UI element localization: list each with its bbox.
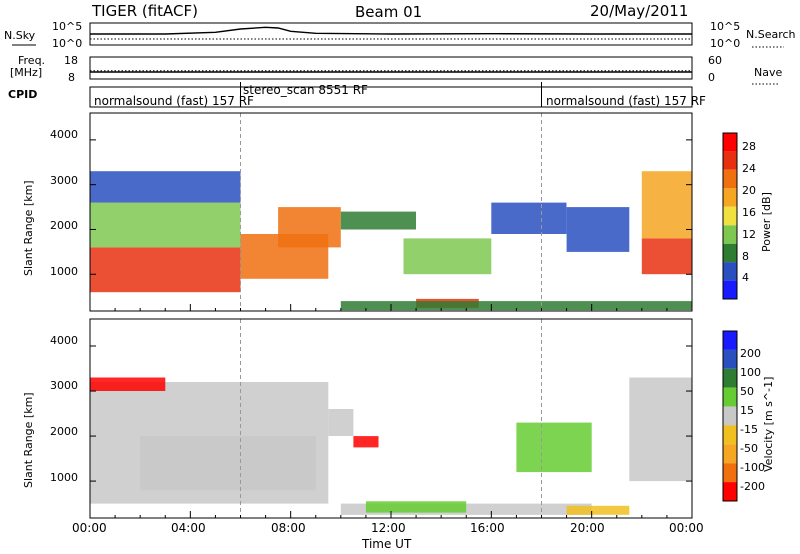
freq-panel-frame — [89, 56, 693, 80]
nsearch-tick-high: 10^5 — [710, 20, 741, 33]
velocity-echo-region-6 — [365, 501, 467, 513]
velocity-echo-region-8 — [629, 377, 692, 482]
vel-cb-tick-50: 50 — [740, 385, 754, 398]
velocity-echo-region-9 — [566, 505, 630, 515]
nave-tick-high: 60 — [708, 54, 722, 67]
power-colorbar-cell-4 — [723, 206, 737, 226]
velocity-ytick-1000: 1000 — [50, 471, 78, 484]
vel-cb-tick-m100: -100 — [740, 461, 765, 474]
nsky-tick-low: 10^0 — [52, 37, 83, 50]
power-ytick-3000: 3000 — [50, 174, 78, 187]
velocity-colorbar-cell-7 — [723, 463, 737, 483]
power-ytick-2000: 2000 — [50, 219, 78, 232]
power-cb-tick-28: 28 — [742, 140, 756, 153]
vel-cb-tick-m15: -15 — [740, 423, 758, 436]
velocity-ytick-2000: 2000 — [50, 425, 78, 438]
xlabel: Time UT — [362, 537, 412, 551]
nave-tick-low: 0 — [708, 71, 715, 84]
velocity-colorbar-cell-3 — [723, 387, 737, 407]
freq-unit: [MHz] — [10, 66, 43, 79]
nsky-label: N.Sky — [4, 29, 36, 42]
power-cb-title: Power [dB] — [760, 192, 773, 252]
velocity-echo-region-2 — [328, 409, 354, 436]
power-cb-tick-8: 8 — [742, 250, 749, 263]
velocity-ylabel: Slant Range [km] — [22, 392, 35, 488]
power-colorbar-cell-5 — [723, 188, 737, 207]
power-echo-region-4 — [278, 207, 341, 248]
velocity-echo-region-4 — [90, 377, 166, 391]
power-ylabel: Slant Range [km] — [22, 180, 35, 276]
series-line-n-sky — [90, 26, 692, 35]
xtick-0800: 08:00 — [271, 521, 306, 535]
velocity-ytick-4000: 4000 — [50, 334, 78, 347]
power-echo-region-10 — [566, 207, 630, 252]
velocity-colorbar-cell-4 — [723, 406, 737, 426]
cpid-segment-1: normalsound (fast) 157 RF — [94, 94, 254, 108]
nave-label: Nave — [754, 66, 783, 79]
power-cb-tick-12: 12 — [742, 228, 756, 241]
vel-cb-tick-m200: -200 — [740, 480, 765, 493]
velocity-colorbar-cell-6 — [723, 444, 737, 464]
power-colorbar-cell-3 — [723, 225, 737, 244]
velocity-colorbar-cell-5 — [723, 425, 737, 445]
power-cb-tick-24: 24 — [742, 162, 756, 175]
power-echo-region-0 — [90, 247, 241, 293]
cpid-label: CPID — [8, 88, 38, 101]
power-colorbar-cell-1 — [723, 262, 737, 281]
xtick-1200: 12:00 — [371, 521, 406, 535]
power-echo-region-12 — [641, 171, 692, 239]
power-echo-region-5 — [340, 211, 416, 230]
freq-tick-low: 8 — [68, 71, 75, 84]
power-colorbar-cell-0 — [723, 280, 737, 299]
date-label: 20/May/2011 — [590, 2, 689, 20]
vel-cb-tick-15: 15 — [740, 404, 754, 417]
power-colorbar-frame — [722, 132, 738, 300]
power-echo-region-2 — [90, 202, 241, 248]
power-echo-region-8 — [340, 301, 692, 311]
nsearch-label: N.Search — [746, 28, 796, 41]
power-colorbar-cell-7 — [723, 151, 737, 170]
vel-cb-tick-200: 200 — [740, 347, 761, 360]
power-echo-region-3 — [90, 171, 241, 203]
power-cb-tick-16: 16 — [742, 206, 756, 219]
power-ytick-4000: 4000 — [50, 128, 78, 141]
vel-cb-tick-m50: -50 — [740, 442, 758, 455]
power-cb-tick-4: 4 — [742, 271, 749, 284]
cpid-panel-frame — [89, 86, 693, 108]
velocity-cb-title: Velocity [m s^-1] — [762, 376, 775, 472]
power-colorbar-cell-2 — [723, 243, 737, 263]
xtick-0400: 04:00 — [171, 521, 206, 535]
velocity-echo-region-7 — [516, 422, 592, 473]
power-echo-region-9 — [491, 202, 567, 234]
power-echo-region-11 — [641, 238, 692, 275]
velocity-colorbar-cell-0 — [723, 331, 737, 350]
velocity-colorbar-cell-2 — [723, 368, 737, 388]
plot-title: TIGER (fitACF) — [92, 2, 199, 20]
power-cb-tick-20: 20 — [742, 184, 756, 197]
power-echo-region-6 — [403, 238, 492, 275]
vel-cb-tick-100: 100 — [740, 366, 761, 379]
nsearch-tick-low: 10^0 — [710, 37, 741, 50]
freq-label: Freq. — [18, 54, 46, 67]
velocity-colorbar-cell-1 — [723, 349, 737, 369]
power-colorbar-cell-6 — [723, 169, 737, 189]
xtick-2000: 20:00 — [570, 521, 605, 535]
power-ytick-1000: 1000 — [50, 265, 78, 278]
velocity-colorbar-cell-8 — [723, 482, 737, 501]
freq-tick-high: 18 — [64, 54, 78, 67]
xtick-0000: 00:00 — [72, 521, 107, 535]
beam-label: Beam 01 — [355, 3, 423, 21]
velocity-ytick-3000: 3000 — [50, 379, 78, 392]
velocity-colorbar-frame — [722, 330, 738, 502]
xtick-1600: 16:00 — [470, 521, 505, 535]
nsky-tick-high: 10^5 — [52, 20, 83, 33]
cpid-segment-2: stereo_scan 8551 RF — [243, 83, 368, 97]
cpid-segment-3: normalsound (fast) 157 RF — [546, 94, 706, 108]
xtick-2400: 00:00 — [669, 521, 704, 535]
velocity-echo-region-3 — [353, 436, 379, 448]
velocity-echo-region-1 — [140, 436, 316, 491]
power-colorbar-cell-8 — [723, 133, 737, 152]
